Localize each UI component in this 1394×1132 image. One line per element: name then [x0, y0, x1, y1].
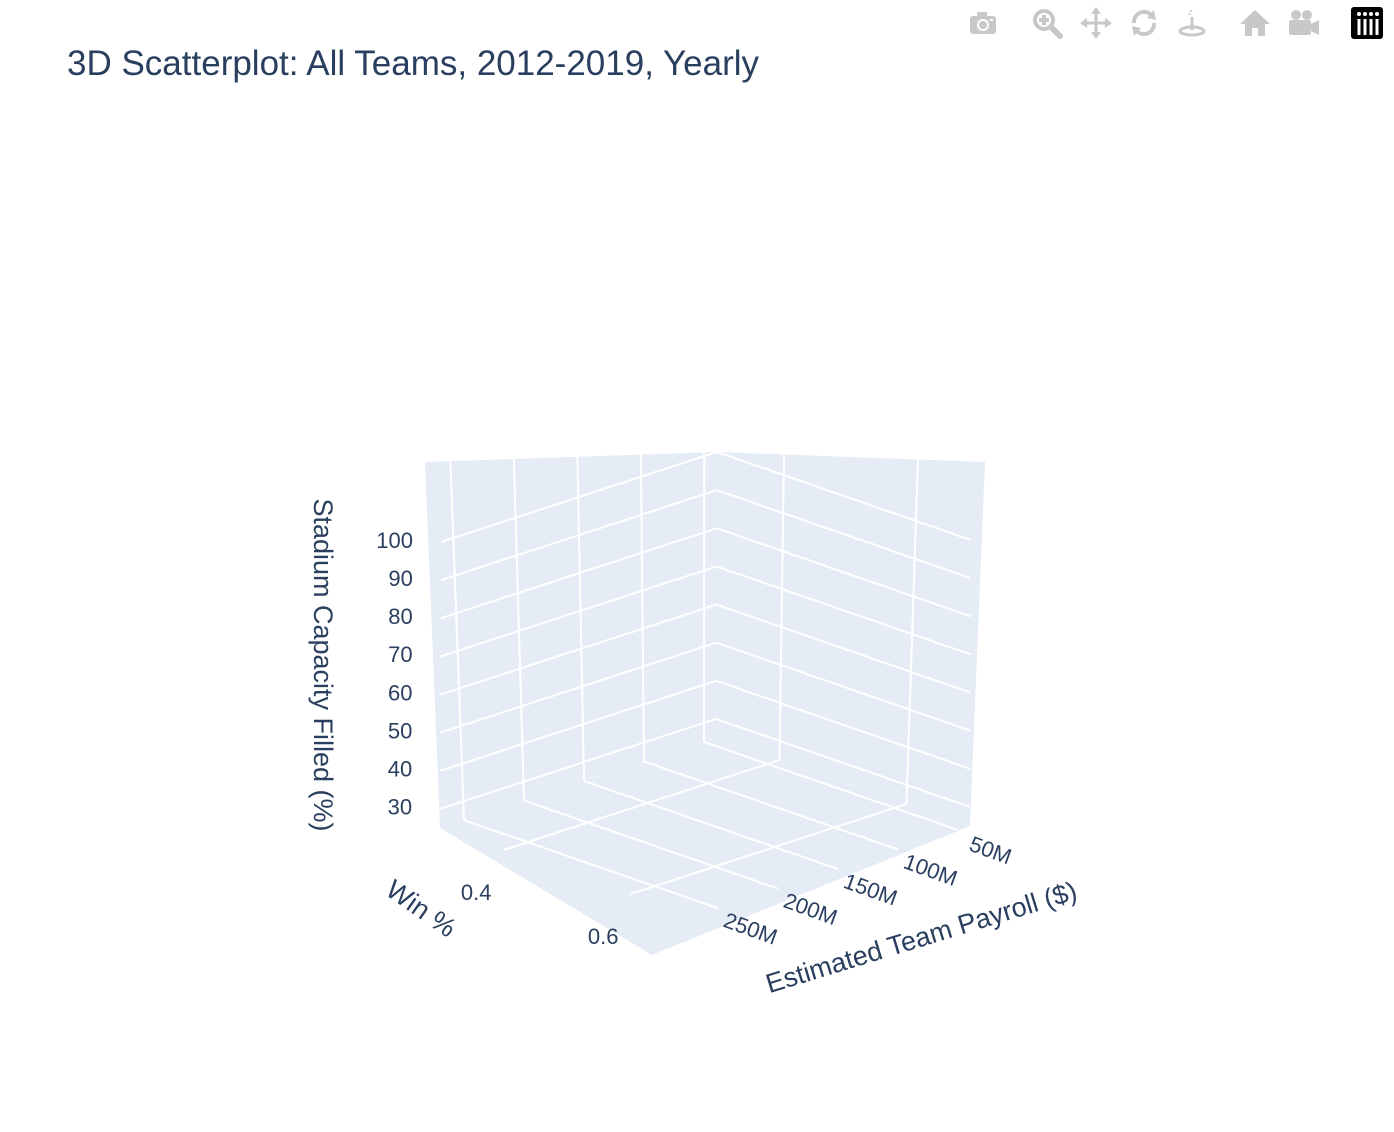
x-tick-label: 50M: [966, 831, 1015, 869]
z-grid-right-2: [716, 641, 971, 732]
z-grid-right-1: [715, 679, 971, 770]
chart-title: 3D Scatterplot: All Teams, 2012-2019, Ye…: [67, 44, 760, 83]
x-grid-back-4: [449, 461, 465, 821]
z-grid-right-4: [716, 565, 971, 656]
z-axis-title: Stadium Capacity Filled (%): [308, 498, 338, 831]
gridlines: [439, 451, 972, 910]
x-grid-floor-3: [523, 799, 779, 890]
y-tick-label: 0.6: [588, 924, 619, 949]
z-grid-back-0: [439, 717, 717, 810]
y-grid-right-0: [778, 454, 785, 761]
z-grid-back-3: [440, 603, 717, 696]
z-tick-label: 70: [388, 642, 412, 667]
z-grid-right-7: [716, 451, 972, 541]
z-tick-label: 30: [388, 795, 412, 820]
x-tick-label: 100M: [900, 849, 960, 891]
x-grid-back-1: [639, 454, 645, 762]
z-grid-back-4: [440, 565, 717, 658]
plotly-logo-icon[interactable]: [1350, 6, 1384, 40]
z-tick-label: 100: [376, 528, 413, 553]
x-grid-floor-0: [703, 740, 959, 831]
floor-pane: [440, 738, 970, 955]
pan-icon[interactable]: [1079, 6, 1113, 40]
x-axis-title: Estimated Team Payroll ($): [762, 876, 1080, 999]
y-tick-label: 0.4: [461, 880, 492, 905]
y-axis-title: Win %: [381, 874, 462, 943]
z-tick-label: 40: [388, 757, 412, 782]
z-grid-back-5: [440, 527, 718, 620]
z-tick-label: 80: [388, 604, 412, 629]
svg-text:z: z: [1188, 8, 1193, 18]
z-tick-label: 50: [388, 718, 412, 743]
z-grid-right-0: [715, 717, 971, 808]
home-icon[interactable]: [1238, 6, 1272, 40]
movie-camera-icon[interactable]: [1286, 6, 1320, 40]
x-grid-floor-4: [463, 819, 719, 910]
x-grid-floor-1: [643, 760, 899, 851]
x-grid-floor-2: [583, 780, 839, 870]
z-grid-right-6: [716, 489, 972, 580]
orbit-rotation-icon[interactable]: [1127, 6, 1161, 40]
z-grid-back-2: [440, 641, 717, 734]
x-tick-label: 150M: [840, 868, 900, 910]
x-grid-back-2: [576, 456, 585, 782]
turntable-rotation-icon[interactable]: z: [1175, 6, 1209, 40]
camera-icon[interactable]: [966, 6, 1000, 40]
y-grid-floor-0: [503, 759, 780, 851]
x-tick-label: 200M: [780, 888, 840, 930]
z-tick-label: 90: [388, 566, 412, 591]
y-grid-floor-1: [630, 803, 907, 895]
modebar: z: [960, 2, 1390, 42]
zoom-icon[interactable]: [1030, 6, 1064, 40]
z-grid-back-7: [440, 451, 718, 543]
z-grid-right-3: [716, 603, 971, 694]
z-grid-back-1: [439, 679, 717, 772]
z-grid-right-5: [716, 527, 972, 618]
z-tick-label: 60: [388, 680, 412, 705]
z-grid-back-6: [440, 489, 718, 582]
